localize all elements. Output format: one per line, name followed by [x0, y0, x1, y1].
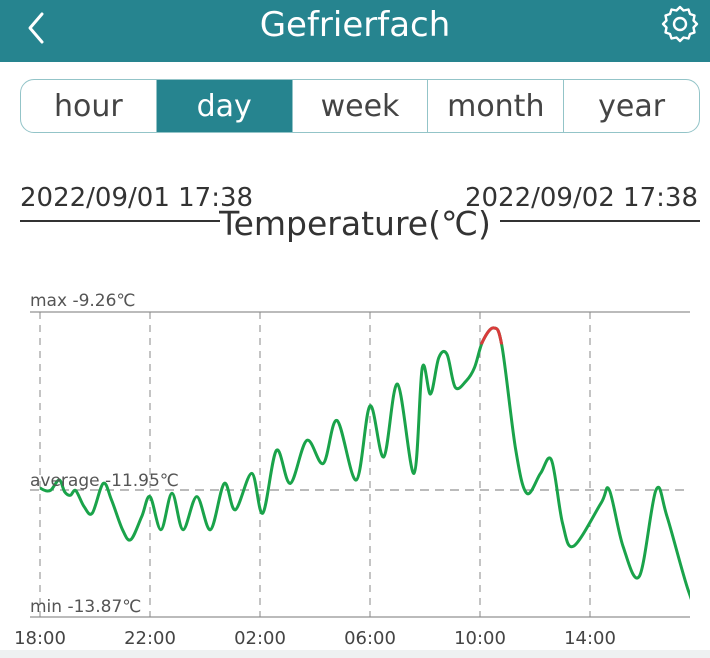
tab-day[interactable]: day [155, 80, 292, 132]
range-end-underline [500, 220, 700, 222]
min-label: min -13.87℃ [30, 597, 141, 617]
average-label: average -11.95℃ [30, 471, 179, 491]
x-tick-label: 14:00 [564, 628, 616, 649]
x-tick-label: 10:00 [454, 628, 506, 649]
temperature-series-line [39, 326, 690, 601]
tab-year[interactable]: year [563, 80, 699, 132]
temperature-alert-segment [479, 326, 504, 345]
period-selector: hour day week month year [20, 79, 700, 133]
range-start-date[interactable]: 2022/09/01 17:38 [20, 183, 254, 213]
x-tick-label: 22:00 [124, 628, 176, 649]
x-tick-label: 18:00 [14, 628, 66, 649]
range-start-underline [20, 220, 220, 222]
footer-strip [0, 650, 710, 658]
settings-button[interactable] [658, 2, 702, 46]
chevron-left-icon [28, 12, 44, 44]
x-tick-label: 02:00 [234, 628, 286, 649]
tab-hour[interactable]: hour [54, 88, 123, 124]
max-label: max -9.26℃ [30, 291, 136, 311]
gear-icon [661, 5, 699, 43]
x-tick-label: 06:00 [344, 628, 396, 649]
range-end-date[interactable]: 2022/09/02 17:38 [464, 183, 698, 213]
header-bar: Gefrierfach [0, 0, 710, 62]
chart-title: Temperature(℃) [219, 204, 491, 243]
page-title: Gefrierfach [259, 5, 451, 45]
back-button[interactable] [14, 6, 58, 50]
tab-week[interactable]: week [291, 80, 428, 132]
tab-month[interactable]: month [427, 80, 563, 132]
